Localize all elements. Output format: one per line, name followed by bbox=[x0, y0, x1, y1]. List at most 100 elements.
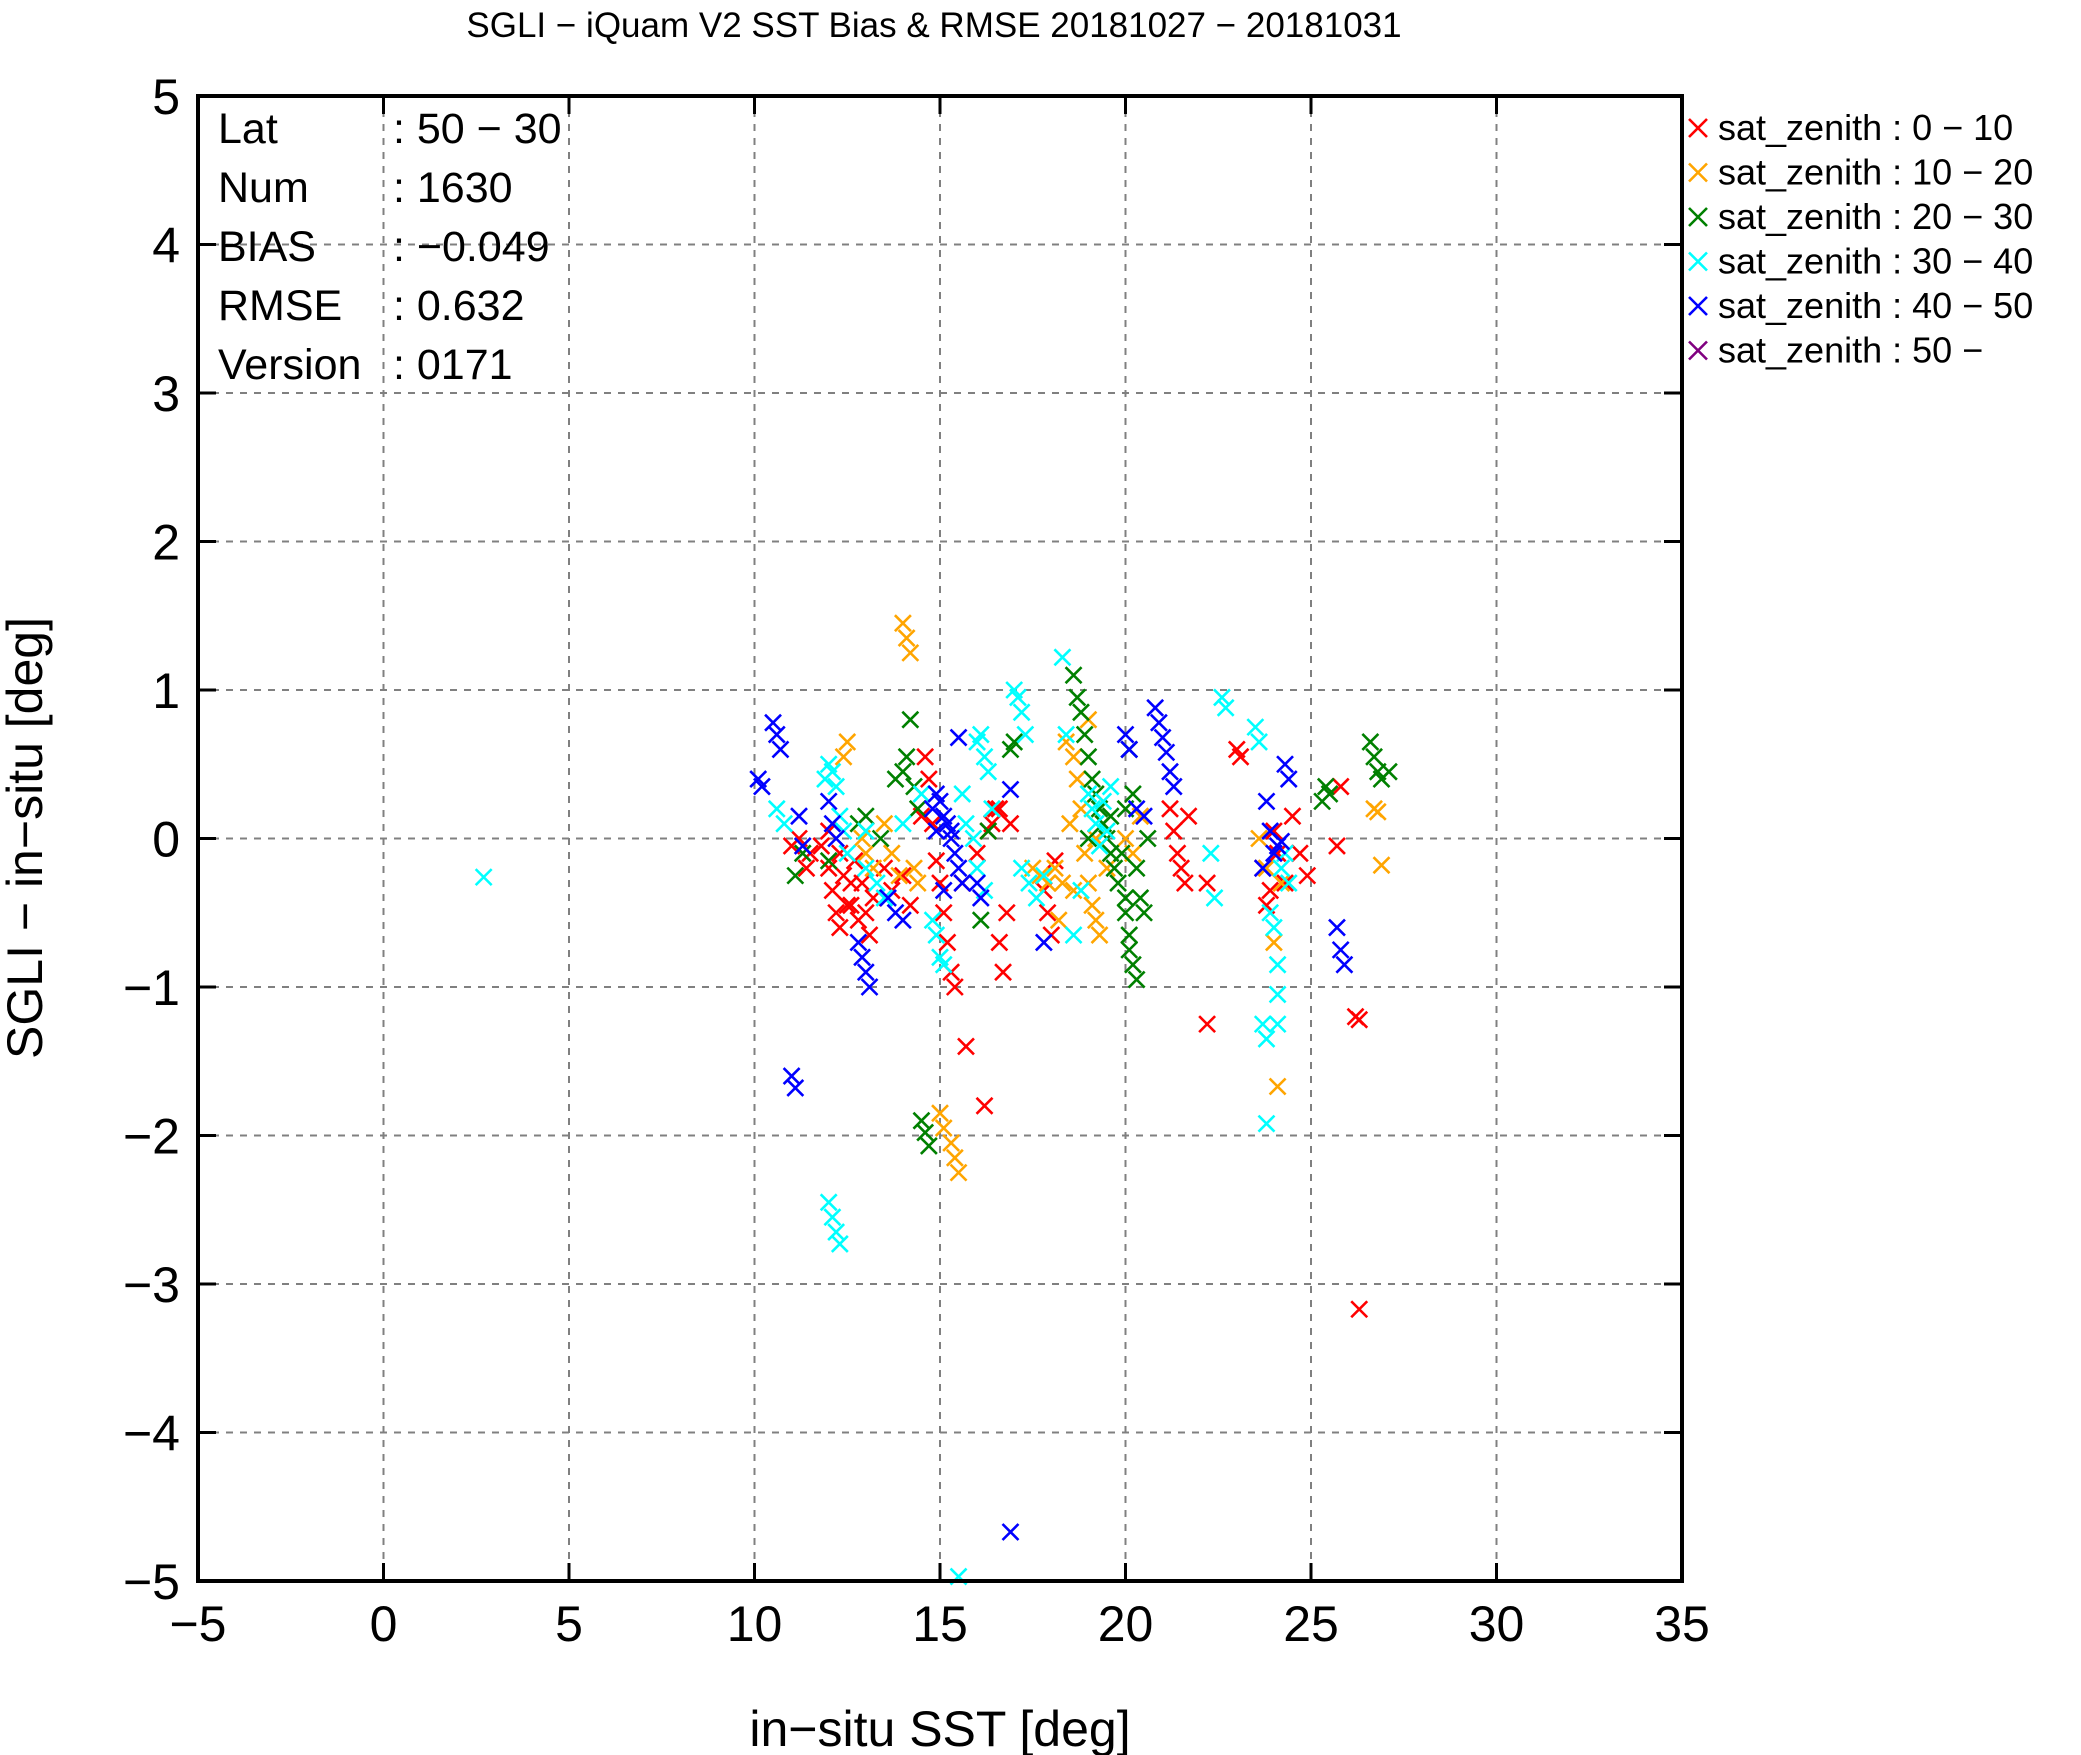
data-point bbox=[1083, 799, 1102, 818]
data-point bbox=[908, 874, 927, 892]
data-point bbox=[1331, 940, 1350, 959]
y-tick-label: −1 bbox=[123, 960, 180, 1016]
data-point bbox=[1090, 926, 1109, 944]
data-point bbox=[934, 881, 953, 900]
data-point bbox=[1034, 933, 1053, 952]
data-point bbox=[853, 874, 872, 892]
y-tick-label: −2 bbox=[123, 1109, 180, 1165]
grid-lines bbox=[198, 96, 1682, 1581]
data-points bbox=[474, 614, 1398, 1586]
data-point bbox=[1098, 859, 1116, 878]
data-point bbox=[893, 762, 912, 781]
x-tick-label: −5 bbox=[169, 1596, 226, 1652]
data-point bbox=[905, 859, 923, 878]
data-point bbox=[1064, 881, 1083, 900]
data-point bbox=[901, 643, 920, 662]
data-point bbox=[771, 740, 790, 759]
y-axis-label: SGLI − in−situ [deg] bbox=[0, 617, 53, 1059]
data-point bbox=[1246, 718, 1265, 737]
data-point bbox=[919, 1136, 938, 1155]
data-point bbox=[968, 874, 987, 892]
data-point bbox=[942, 1134, 961, 1152]
legend-marker bbox=[1688, 340, 1708, 361]
data-point bbox=[1101, 777, 1120, 796]
data-point bbox=[849, 933, 868, 952]
data-point bbox=[893, 614, 912, 633]
data-point bbox=[1250, 733, 1268, 751]
data-point bbox=[1027, 888, 1046, 907]
data-point bbox=[1068, 688, 1087, 707]
y-tick-label: 4 bbox=[152, 218, 180, 274]
data-point bbox=[1320, 785, 1339, 803]
data-point bbox=[786, 866, 805, 885]
data-point bbox=[879, 888, 897, 907]
data-point bbox=[1253, 859, 1272, 878]
data-point bbox=[827, 829, 846, 848]
stats-key: Lat bbox=[218, 105, 278, 153]
data-point bbox=[945, 844, 964, 863]
data-point bbox=[1257, 859, 1276, 878]
data-point bbox=[919, 770, 938, 789]
data-point bbox=[1198, 874, 1217, 892]
data-point bbox=[1283, 807, 1302, 826]
data-point bbox=[1064, 747, 1083, 766]
data-point bbox=[1175, 874, 1194, 892]
data-point bbox=[923, 911, 942, 930]
data-point bbox=[931, 1104, 949, 1123]
data-point bbox=[875, 888, 894, 907]
data-point bbox=[901, 896, 920, 915]
data-point bbox=[890, 866, 909, 885]
data-point bbox=[916, 1123, 935, 1142]
data-point bbox=[1268, 1015, 1287, 1034]
data-point bbox=[1268, 955, 1287, 974]
axis-ticks bbox=[196, 94, 1684, 1583]
data-point bbox=[1268, 985, 1287, 1004]
x-tick-label: 25 bbox=[1283, 1596, 1339, 1652]
data-point bbox=[1379, 762, 1398, 781]
data-point bbox=[897, 629, 916, 647]
data-point bbox=[823, 1208, 842, 1227]
data-point bbox=[979, 762, 998, 781]
data-point bbox=[1020, 874, 1038, 892]
data-point bbox=[767, 799, 786, 818]
data-point bbox=[1060, 814, 1079, 833]
data-point bbox=[912, 1111, 931, 1130]
data-point bbox=[1001, 780, 1020, 799]
data-point bbox=[819, 859, 838, 878]
x-tick-labels: −5 0 5 10 15 20 25 30 35 bbox=[169, 1596, 1709, 1652]
legend-label: sat_zenith : 20 − 30 bbox=[1718, 196, 2033, 237]
y-tick-label: 2 bbox=[152, 515, 180, 571]
data-point bbox=[968, 859, 987, 878]
data-point bbox=[1064, 926, 1083, 944]
data-point bbox=[1257, 1030, 1276, 1048]
data-point bbox=[819, 792, 838, 811]
series-points bbox=[834, 614, 1391, 1182]
data-point bbox=[927, 851, 946, 870]
data-point bbox=[1328, 837, 1346, 855]
series-points bbox=[749, 698, 1354, 1541]
data-point bbox=[1116, 903, 1135, 922]
data-point bbox=[949, 1163, 968, 1182]
data-point bbox=[1135, 903, 1153, 922]
data-point bbox=[1079, 747, 1098, 766]
data-point bbox=[916, 747, 935, 766]
data-point bbox=[1057, 725, 1076, 744]
data-point bbox=[1164, 777, 1183, 796]
legend-marker bbox=[1688, 118, 1708, 138]
x-tick-label: 0 bbox=[370, 1596, 398, 1652]
data-point bbox=[1365, 747, 1383, 766]
data-point bbox=[979, 822, 998, 840]
legend-label: sat_zenith : 0 − 10 bbox=[1718, 107, 2013, 148]
data-point bbox=[856, 903, 875, 922]
y-tick-labels: −5 −4 −3 −2 −1 0 1 2 3 4 5 bbox=[123, 69, 180, 1610]
data-point bbox=[1261, 903, 1280, 922]
data-point bbox=[1075, 844, 1094, 863]
data-point bbox=[1264, 918, 1283, 937]
data-point bbox=[1012, 703, 1031, 722]
data-point bbox=[1138, 829, 1157, 848]
data-point bbox=[901, 710, 920, 729]
data-point bbox=[990, 933, 1009, 952]
data-point bbox=[971, 725, 990, 744]
data-point bbox=[1046, 859, 1064, 878]
